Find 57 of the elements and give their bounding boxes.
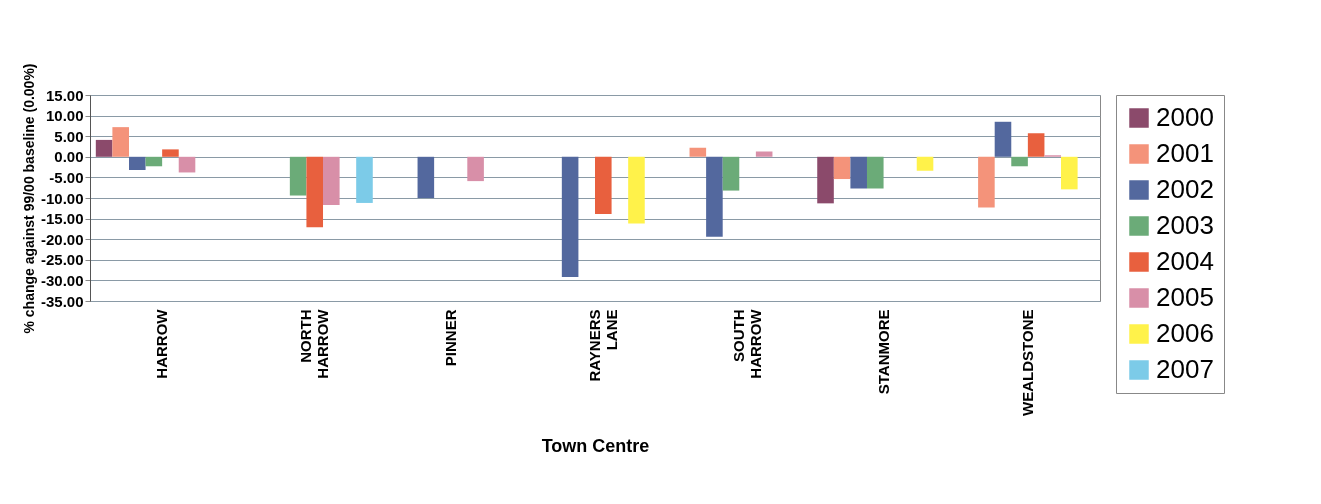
x-tick-label: PINNER: [441, 309, 459, 367]
x-tick-label: RAYNERS LANE: [586, 309, 620, 382]
bar: [417, 156, 435, 198]
legend-label: 2000: [1156, 102, 1214, 132]
bar: [323, 156, 340, 205]
y-tick-label: 0.00: [54, 148, 84, 166]
legend-label: 2001: [1156, 138, 1214, 168]
bar: [1061, 156, 1078, 190]
bar: [467, 156, 484, 182]
bar: [978, 156, 995, 208]
bar: [95, 139, 113, 157]
x-tick-label: NORTH HARROW: [297, 308, 332, 379]
y-tick-label: -10.00: [40, 189, 84, 207]
bar: [178, 156, 196, 173]
y-tick-label: -35.00: [40, 292, 84, 310]
bar: [850, 156, 867, 189]
y-tick-label: 10.00: [45, 107, 84, 125]
x-tick-label: SOUTH HARROW: [730, 308, 765, 379]
bar: [112, 127, 129, 157]
y-tick-label: 15.00: [45, 86, 84, 104]
bar: [994, 121, 1012, 157]
legend-label: 2004: [1156, 246, 1214, 276]
bar: [755, 151, 773, 157]
x-tick-label: STANMORE: [874, 309, 892, 395]
bar: [1011, 156, 1028, 167]
bar: [128, 156, 146, 170]
y-tick-label: 5.00: [54, 127, 84, 145]
bar: [289, 156, 307, 196]
y-tick-label: -5.00: [49, 168, 84, 186]
y-tick-label: -30.00: [40, 271, 84, 289]
legend-label: 2005: [1156, 282, 1214, 312]
x-tick-label: HARROW: [153, 308, 171, 379]
legend-label: 2007: [1156, 354, 1214, 384]
bar: [145, 156, 163, 167]
legend-label: 2003: [1156, 210, 1214, 240]
bar: [595, 156, 612, 215]
bar: [628, 156, 645, 224]
bar: [866, 156, 884, 189]
bar: [689, 147, 707, 157]
y-tick-label: -20.00: [40, 230, 84, 248]
bar: [306, 156, 324, 228]
x-tick-label: WEALDSTONE: [1018, 309, 1036, 416]
y-axis-title: % change against 99/00 baseline (0.00%): [20, 63, 37, 334]
bar: [833, 156, 851, 180]
y-tick-label: -15.00: [40, 210, 84, 228]
legend-label: 2002: [1156, 174, 1214, 204]
bar: [706, 156, 723, 237]
bar: [356, 156, 373, 203]
bar: [916, 156, 934, 171]
bar: [722, 156, 740, 191]
bar: [1027, 133, 1045, 157]
bar: [817, 156, 834, 204]
x-axis-title: Town Centre: [541, 435, 650, 456]
y-tick-label: -25.00: [40, 251, 84, 269]
bar: [561, 156, 579, 278]
legend-label: 2006: [1156, 318, 1214, 348]
bar: [162, 149, 179, 157]
